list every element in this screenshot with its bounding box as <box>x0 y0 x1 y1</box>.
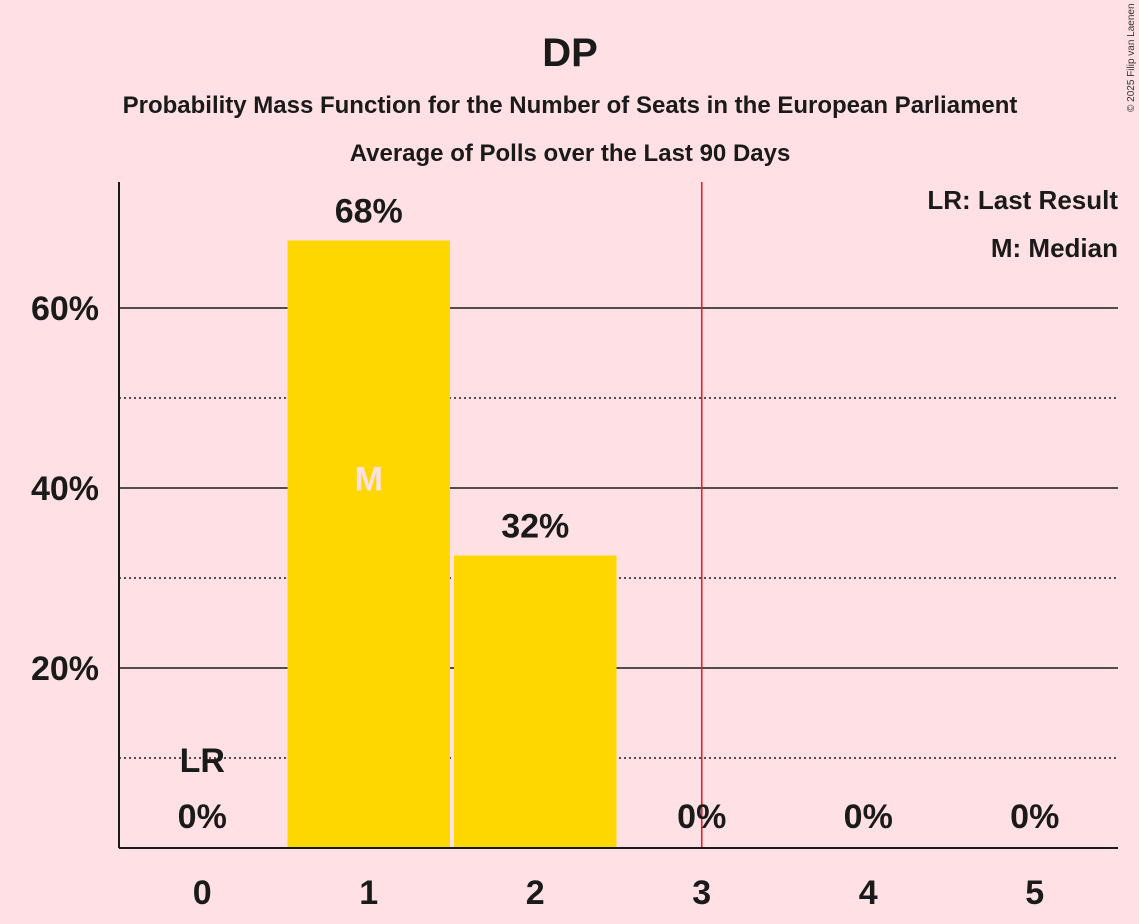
bars <box>287 240 617 848</box>
value-label: 32% <box>501 508 569 546</box>
chart-subtitle: Probability Mass Function for the Number… <box>123 92 1018 119</box>
value-label: 68% <box>335 193 403 231</box>
x-tick-label: 4 <box>859 874 878 912</box>
bar-2 <box>454 555 617 848</box>
last-result-label: LR <box>180 742 225 780</box>
median-marker: M <box>355 460 383 498</box>
value-label: 0% <box>844 798 893 836</box>
value-label: 0% <box>1010 798 1059 836</box>
legend-median: M: Median <box>991 233 1118 263</box>
copyright-text: © 2025 Filip van Laenen <box>1126 3 1137 112</box>
y-tick-label: 40% <box>31 470 99 508</box>
x-tick-label: 3 <box>692 874 711 912</box>
y-tick-label: 20% <box>31 650 99 688</box>
x-tick-label: 0 <box>193 874 212 912</box>
x-tick-label: 5 <box>1025 874 1044 912</box>
gridlines: 20% 40% 60% <box>31 290 1118 759</box>
bar-1 <box>287 240 450 848</box>
chart-title: DP <box>542 31 598 75</box>
axes: 0 1 2 3 4 5 <box>118 182 1118 912</box>
x-tick-label: 2 <box>526 874 545 912</box>
value-label: 0% <box>677 798 726 836</box>
x-tick-label: 1 <box>359 874 378 912</box>
chart-subtitle-2: Average of Polls over the Last 90 Days <box>350 140 791 167</box>
value-label: 0% <box>178 798 227 836</box>
legend-last-result: LR: Last Result <box>927 185 1118 215</box>
data-labels: 0% LR 68% M 32% 0% 0% 0% <box>178 193 1060 837</box>
y-tick-label: 60% <box>31 290 99 328</box>
